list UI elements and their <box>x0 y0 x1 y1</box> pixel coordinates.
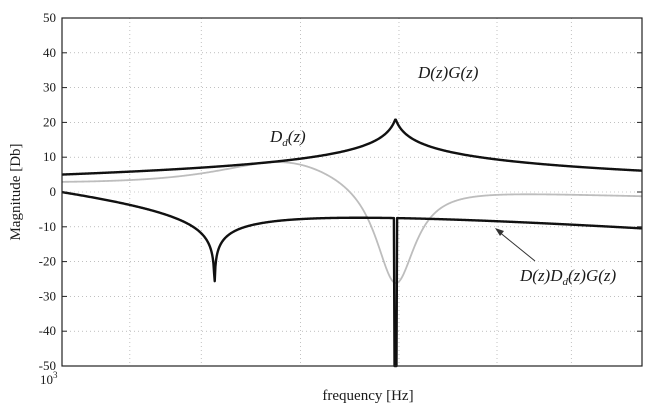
x-tick-label: 103 <box>40 370 58 387</box>
series-dd-line <box>61 161 643 285</box>
y-tick-label: 20 <box>43 114 56 129</box>
y-tick-label: -10 <box>39 219 56 234</box>
y-tick-label: -30 <box>39 288 56 303</box>
annotation-dg: D(z)G(z) <box>417 63 479 82</box>
y-axis-ticks: 50 40 30 20 10 0 -10 -20 -30 -40 -50 <box>39 10 642 373</box>
series-ddg-line <box>61 190 643 368</box>
series-dg-line <box>61 118 643 176</box>
y-tick-label: -50 <box>39 358 56 373</box>
y-tick-label: -20 <box>39 254 56 269</box>
series-layer <box>61 118 643 368</box>
y-tick-label: 0 <box>50 184 57 199</box>
annotation-arrow-line <box>497 230 536 262</box>
annotation-dd: Dd(z) <box>269 127 306 149</box>
y-tick-label: 30 <box>43 80 56 95</box>
y-tick-label: 50 <box>43 10 56 25</box>
annotation-ddg: D(z)Dd(z)G(z) <box>519 266 616 288</box>
grid-lines <box>62 18 642 366</box>
y-tick-label: 40 <box>43 45 56 60</box>
y-axis-label: Magnitude [Db] <box>8 143 24 240</box>
y-tick-label: -40 <box>39 323 56 338</box>
annotation-arrow-head <box>495 228 504 236</box>
x-axis-label: frequency [Hz] <box>322 388 413 404</box>
y-tick-label: 10 <box>43 149 56 164</box>
